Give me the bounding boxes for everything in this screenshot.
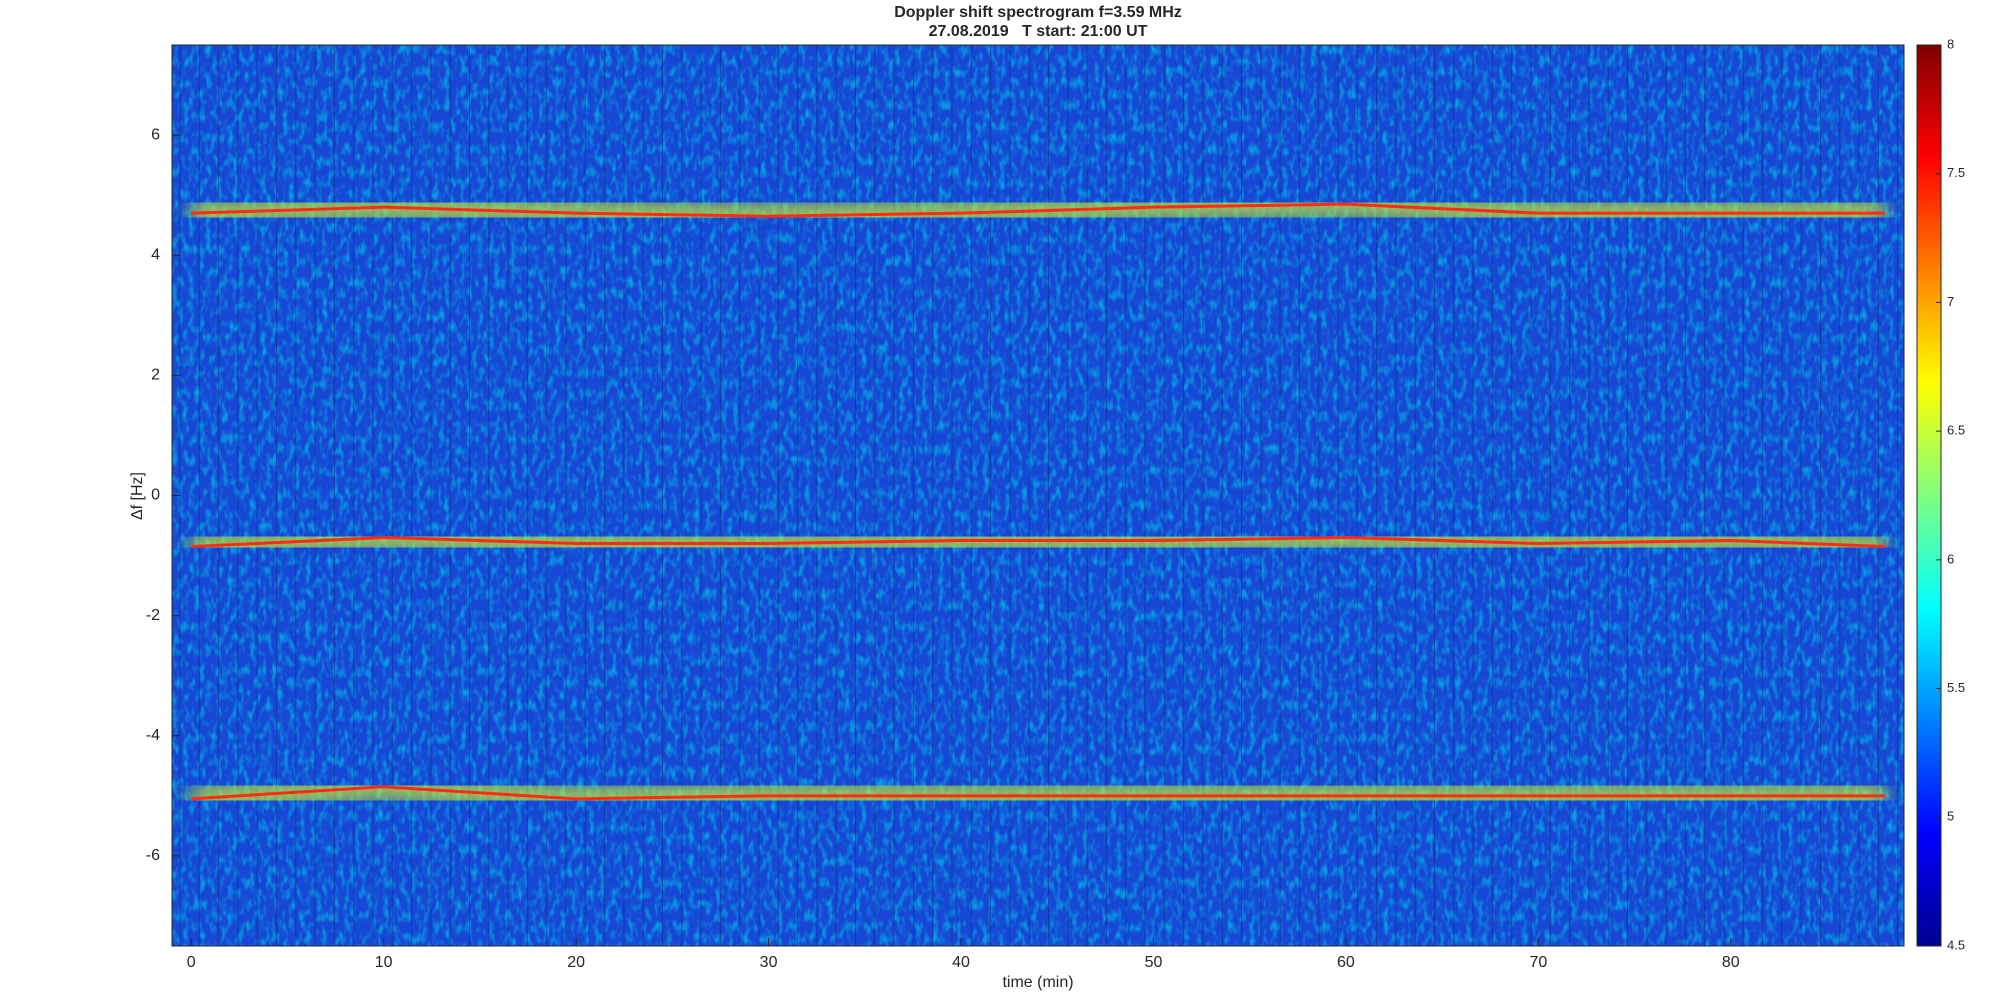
x-tick-label: 60: [1337, 954, 1355, 971]
colorbar-tick-label: 6.5: [1947, 423, 1965, 438]
x-tick-label: 80: [1722, 954, 1740, 971]
colorbar-tick-label: 7.5: [1947, 165, 1965, 180]
doppler-trace: [191, 785, 1885, 801]
x-tick-label: 20: [567, 954, 585, 971]
y-tick-label: -4: [146, 727, 160, 744]
y-tick-label: 4: [151, 246, 160, 263]
x-axis-label: time (min): [1002, 974, 1073, 991]
colorbar-tick-label: 7: [1947, 294, 1954, 309]
colorbar-tick-label: 8: [1947, 36, 1954, 51]
y-axis-label: Δf [Hz]: [129, 472, 146, 520]
chart-subtitle: 27.08.2019 T start: 21:00 UT: [929, 23, 1148, 40]
doppler-trace: [191, 202, 1885, 218]
doppler-trace: [191, 536, 1885, 549]
colorbar-tick-label: 6: [1947, 551, 1954, 566]
colorbar-tick-label: 5: [1947, 809, 1954, 824]
colorbar-tick-label: 5.5: [1947, 680, 1965, 695]
x-tick-label: 0: [187, 954, 196, 971]
chart-title: Doppler shift spectrogram f=3.59 MHz: [894, 4, 1182, 21]
y-tick-label: -6: [146, 847, 160, 864]
y-tick-label: 0: [151, 487, 160, 504]
x-tick-label: 10: [375, 954, 393, 971]
x-tick-label: 40: [952, 954, 970, 971]
x-tick-label: 70: [1529, 954, 1547, 971]
y-tick-label: -2: [146, 607, 160, 624]
colorbar-tick-label: 4.5: [1947, 937, 1965, 952]
x-tick-label: 30: [760, 954, 778, 971]
y-tick-label: 2: [151, 367, 160, 384]
x-tick-label: 50: [1145, 954, 1163, 971]
spectrogram-shade: [172, 45, 1904, 946]
y-tick-label: 6: [151, 126, 160, 143]
colorbar: [1916, 44, 1942, 947]
